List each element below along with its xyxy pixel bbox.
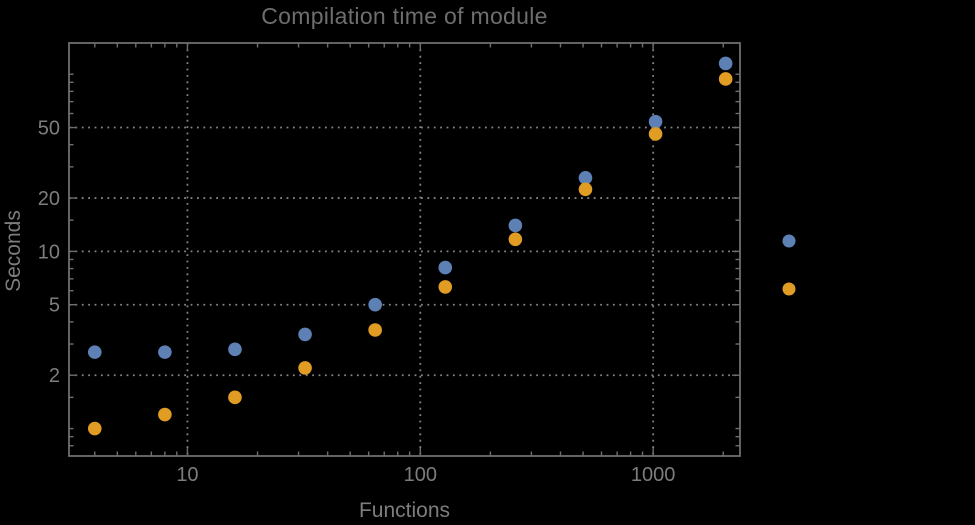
data-point-series-1-blue bbox=[508, 218, 523, 233]
data-point-series-1-blue bbox=[718, 56, 733, 71]
data-point-series-2-orange bbox=[648, 127, 663, 141]
data-point-series-2-orange bbox=[718, 72, 733, 86]
data-point-series-1-blue bbox=[87, 345, 102, 359]
x-tick-label: 100 bbox=[404, 464, 437, 486]
y-tick-label: 5 bbox=[49, 295, 60, 317]
data-point-series-1-blue bbox=[438, 260, 453, 275]
data-point-series-1-blue bbox=[158, 345, 172, 359]
data-point-series-2-orange bbox=[228, 390, 242, 405]
legend-marker-series-2-orange bbox=[782, 282, 796, 296]
plot-frame bbox=[68, 42, 741, 457]
data-point-series-2-orange bbox=[87, 421, 102, 436]
data-point-series-2-orange bbox=[298, 361, 312, 375]
data-point-series-2-orange bbox=[158, 407, 172, 422]
data-point-series-1-blue bbox=[228, 342, 242, 357]
x-tick-label: 10 bbox=[176, 464, 198, 486]
y-tick-label: 2 bbox=[49, 365, 60, 387]
data-point-series-2-orange bbox=[508, 232, 523, 247]
legend-marker-series-1-blue bbox=[782, 234, 796, 248]
data-point-series-2-orange bbox=[578, 182, 593, 197]
data-point-series-2-orange bbox=[438, 280, 453, 294]
x-tick-label: 1000 bbox=[631, 464, 676, 486]
data-point-series-2-orange bbox=[368, 323, 382, 337]
y-tick-label: 50 bbox=[38, 118, 60, 140]
data-point-series-1-blue bbox=[578, 171, 593, 185]
y-tick-label: 20 bbox=[38, 188, 60, 210]
y-tick-label: 10 bbox=[38, 241, 60, 263]
x-axis-label: Functions bbox=[358, 499, 451, 522]
data-point-series-1-blue bbox=[368, 297, 382, 312]
chart-title: Compilation time of module bbox=[261, 3, 548, 29]
data-point-series-1-blue bbox=[648, 114, 663, 129]
data-point-series-1-blue bbox=[298, 327, 312, 342]
y-axis-label: Seconds bbox=[2, 210, 25, 292]
